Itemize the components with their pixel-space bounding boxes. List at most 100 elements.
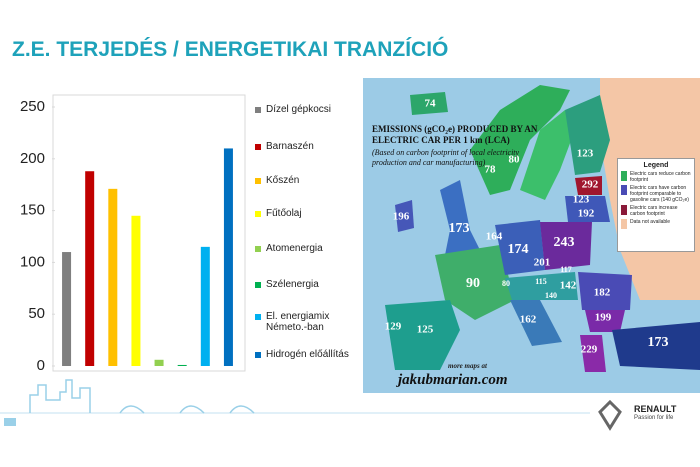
map-value-label: 173 bbox=[449, 221, 470, 236]
legend-swatch bbox=[255, 246, 261, 252]
y-tick-label: 50 bbox=[28, 305, 45, 322]
legend-swatch bbox=[255, 144, 261, 150]
land bbox=[385, 300, 460, 370]
legend-swatch bbox=[255, 314, 261, 320]
map-value-label: 162 bbox=[520, 314, 537, 326]
brand-name: RENAULT bbox=[634, 404, 677, 414]
map-credit: more maps at bbox=[448, 362, 487, 370]
map-legend-item: Data not available bbox=[621, 219, 691, 229]
map-legend-label: Electric cars reduce carbon footprint bbox=[630, 171, 691, 183]
car-outlines bbox=[119, 405, 255, 414]
legend-item: Atomenergia bbox=[255, 243, 355, 254]
map-value-label: 80 bbox=[502, 279, 510, 288]
map-value-label: 129 bbox=[385, 321, 402, 333]
land bbox=[580, 335, 606, 372]
footer-decoration bbox=[0, 379, 590, 426]
map-value-label: 123 bbox=[577, 148, 594, 160]
legend-item: Dízel gépkocsi bbox=[255, 104, 355, 115]
map-value-label: 182 bbox=[594, 287, 611, 299]
map-value-label: 74 bbox=[425, 98, 437, 110]
legend-item: Kőszén bbox=[255, 175, 355, 186]
bar bbox=[200, 246, 210, 366]
legend-item: Barnaszén bbox=[255, 141, 355, 152]
land bbox=[495, 220, 545, 275]
land bbox=[505, 272, 578, 300]
y-tick-label: 100 bbox=[20, 253, 45, 270]
legend-swatch bbox=[255, 352, 261, 358]
bar bbox=[85, 171, 95, 366]
map-legend-label: Electric cars have carbon footprint comp… bbox=[630, 185, 689, 203]
map-value-label: 140 bbox=[545, 291, 557, 300]
legend-item: El. energiamix Németo.-ban bbox=[255, 311, 355, 333]
map-value-label: 80 bbox=[509, 154, 521, 166]
skyline bbox=[29, 379, 91, 413]
map-value-label: 174 bbox=[508, 242, 529, 257]
y-tick-label: 0 bbox=[37, 357, 45, 374]
map-value-label: 117 bbox=[560, 265, 572, 274]
map-value-label: 142 bbox=[560, 280, 577, 292]
land bbox=[575, 176, 602, 195]
map-legend-label: Electric cars increase carbon footprint bbox=[630, 205, 678, 217]
land bbox=[395, 200, 414, 232]
map-legend-item: Electric cars have carbon footprint comp… bbox=[621, 185, 691, 203]
map-value-label: 192 bbox=[578, 208, 595, 220]
map-subtitle: (Based on carbon footprint of local elec… bbox=[372, 148, 520, 167]
map-legend-item: Electric cars reduce carbon footprint bbox=[621, 171, 691, 183]
map-legend-label: Data not available bbox=[630, 219, 671, 225]
map-value-label: 196 bbox=[393, 211, 410, 223]
legend-label: El. energiamix Németo.-ban bbox=[266, 311, 330, 333]
map-legend-swatch bbox=[621, 205, 627, 215]
plug-icon bbox=[4, 418, 16, 426]
legend-label: Dízel gépkocsi bbox=[266, 104, 332, 115]
land bbox=[565, 196, 610, 222]
land bbox=[612, 322, 700, 370]
bar bbox=[108, 188, 118, 366]
map-legend-swatch bbox=[621, 171, 627, 181]
y-tick-label: 150 bbox=[20, 202, 45, 219]
bar bbox=[223, 148, 233, 366]
legend-label: Hidrogén előállítás bbox=[266, 349, 349, 360]
legend-swatch bbox=[255, 107, 261, 113]
land bbox=[435, 245, 515, 320]
y-tick-label: 200 bbox=[20, 150, 45, 167]
map-legend: Legend Electric cars reduce carbon footp… bbox=[617, 158, 695, 252]
map-value-label: 201 bbox=[534, 257, 551, 269]
map-legend-items: Electric cars reduce carbon footprint Ele… bbox=[618, 171, 694, 229]
legend-swatch bbox=[255, 282, 261, 288]
legend-item: Fűtőolaj bbox=[255, 208, 355, 219]
map-legend-title: Legend bbox=[643, 162, 669, 169]
map-value-label: 199 bbox=[595, 312, 612, 324]
land bbox=[510, 300, 562, 346]
map-legend-swatch bbox=[621, 185, 627, 195]
legend-label: Fűtőolaj bbox=[266, 208, 302, 219]
land bbox=[410, 92, 448, 115]
map-value-label: 173 bbox=[648, 335, 669, 350]
map-value-label: 123 bbox=[573, 194, 590, 206]
map-legend-item: Electric cars increase carbon footprint bbox=[621, 205, 691, 217]
bar bbox=[177, 364, 187, 366]
slide-title: Z.E. TERJEDÉS / ENERGETIKAI TRANZÍCIÓ bbox=[12, 38, 449, 61]
legend-label: Szélenergia bbox=[266, 279, 319, 290]
map-value-label: 90 bbox=[466, 276, 480, 291]
map-value-label: 78 bbox=[485, 164, 497, 176]
y-tick-label: 250 bbox=[20, 98, 45, 115]
brand-tagline: Passion for life bbox=[634, 415, 674, 421]
bar bbox=[154, 359, 164, 366]
map-value-label: 229 bbox=[581, 344, 598, 356]
map-value-label: 164 bbox=[486, 231, 503, 243]
legend-swatch bbox=[255, 178, 261, 184]
map-value-label: 125 bbox=[417, 324, 434, 336]
plot-frame bbox=[52, 94, 246, 372]
map-title: EMISSIONS (gCO₂e) PRODUCED BY AN ELECTRI… bbox=[372, 124, 538, 145]
legend-swatch bbox=[255, 211, 261, 217]
land bbox=[470, 85, 570, 195]
legend-label: Barnaszén bbox=[266, 141, 314, 152]
map-source: jakubmarian.com bbox=[398, 372, 508, 388]
land bbox=[540, 222, 592, 270]
legend-label: Atomenergia bbox=[266, 243, 323, 254]
map-value-label: 292 bbox=[582, 179, 599, 191]
land bbox=[578, 272, 632, 310]
bar bbox=[62, 252, 72, 366]
